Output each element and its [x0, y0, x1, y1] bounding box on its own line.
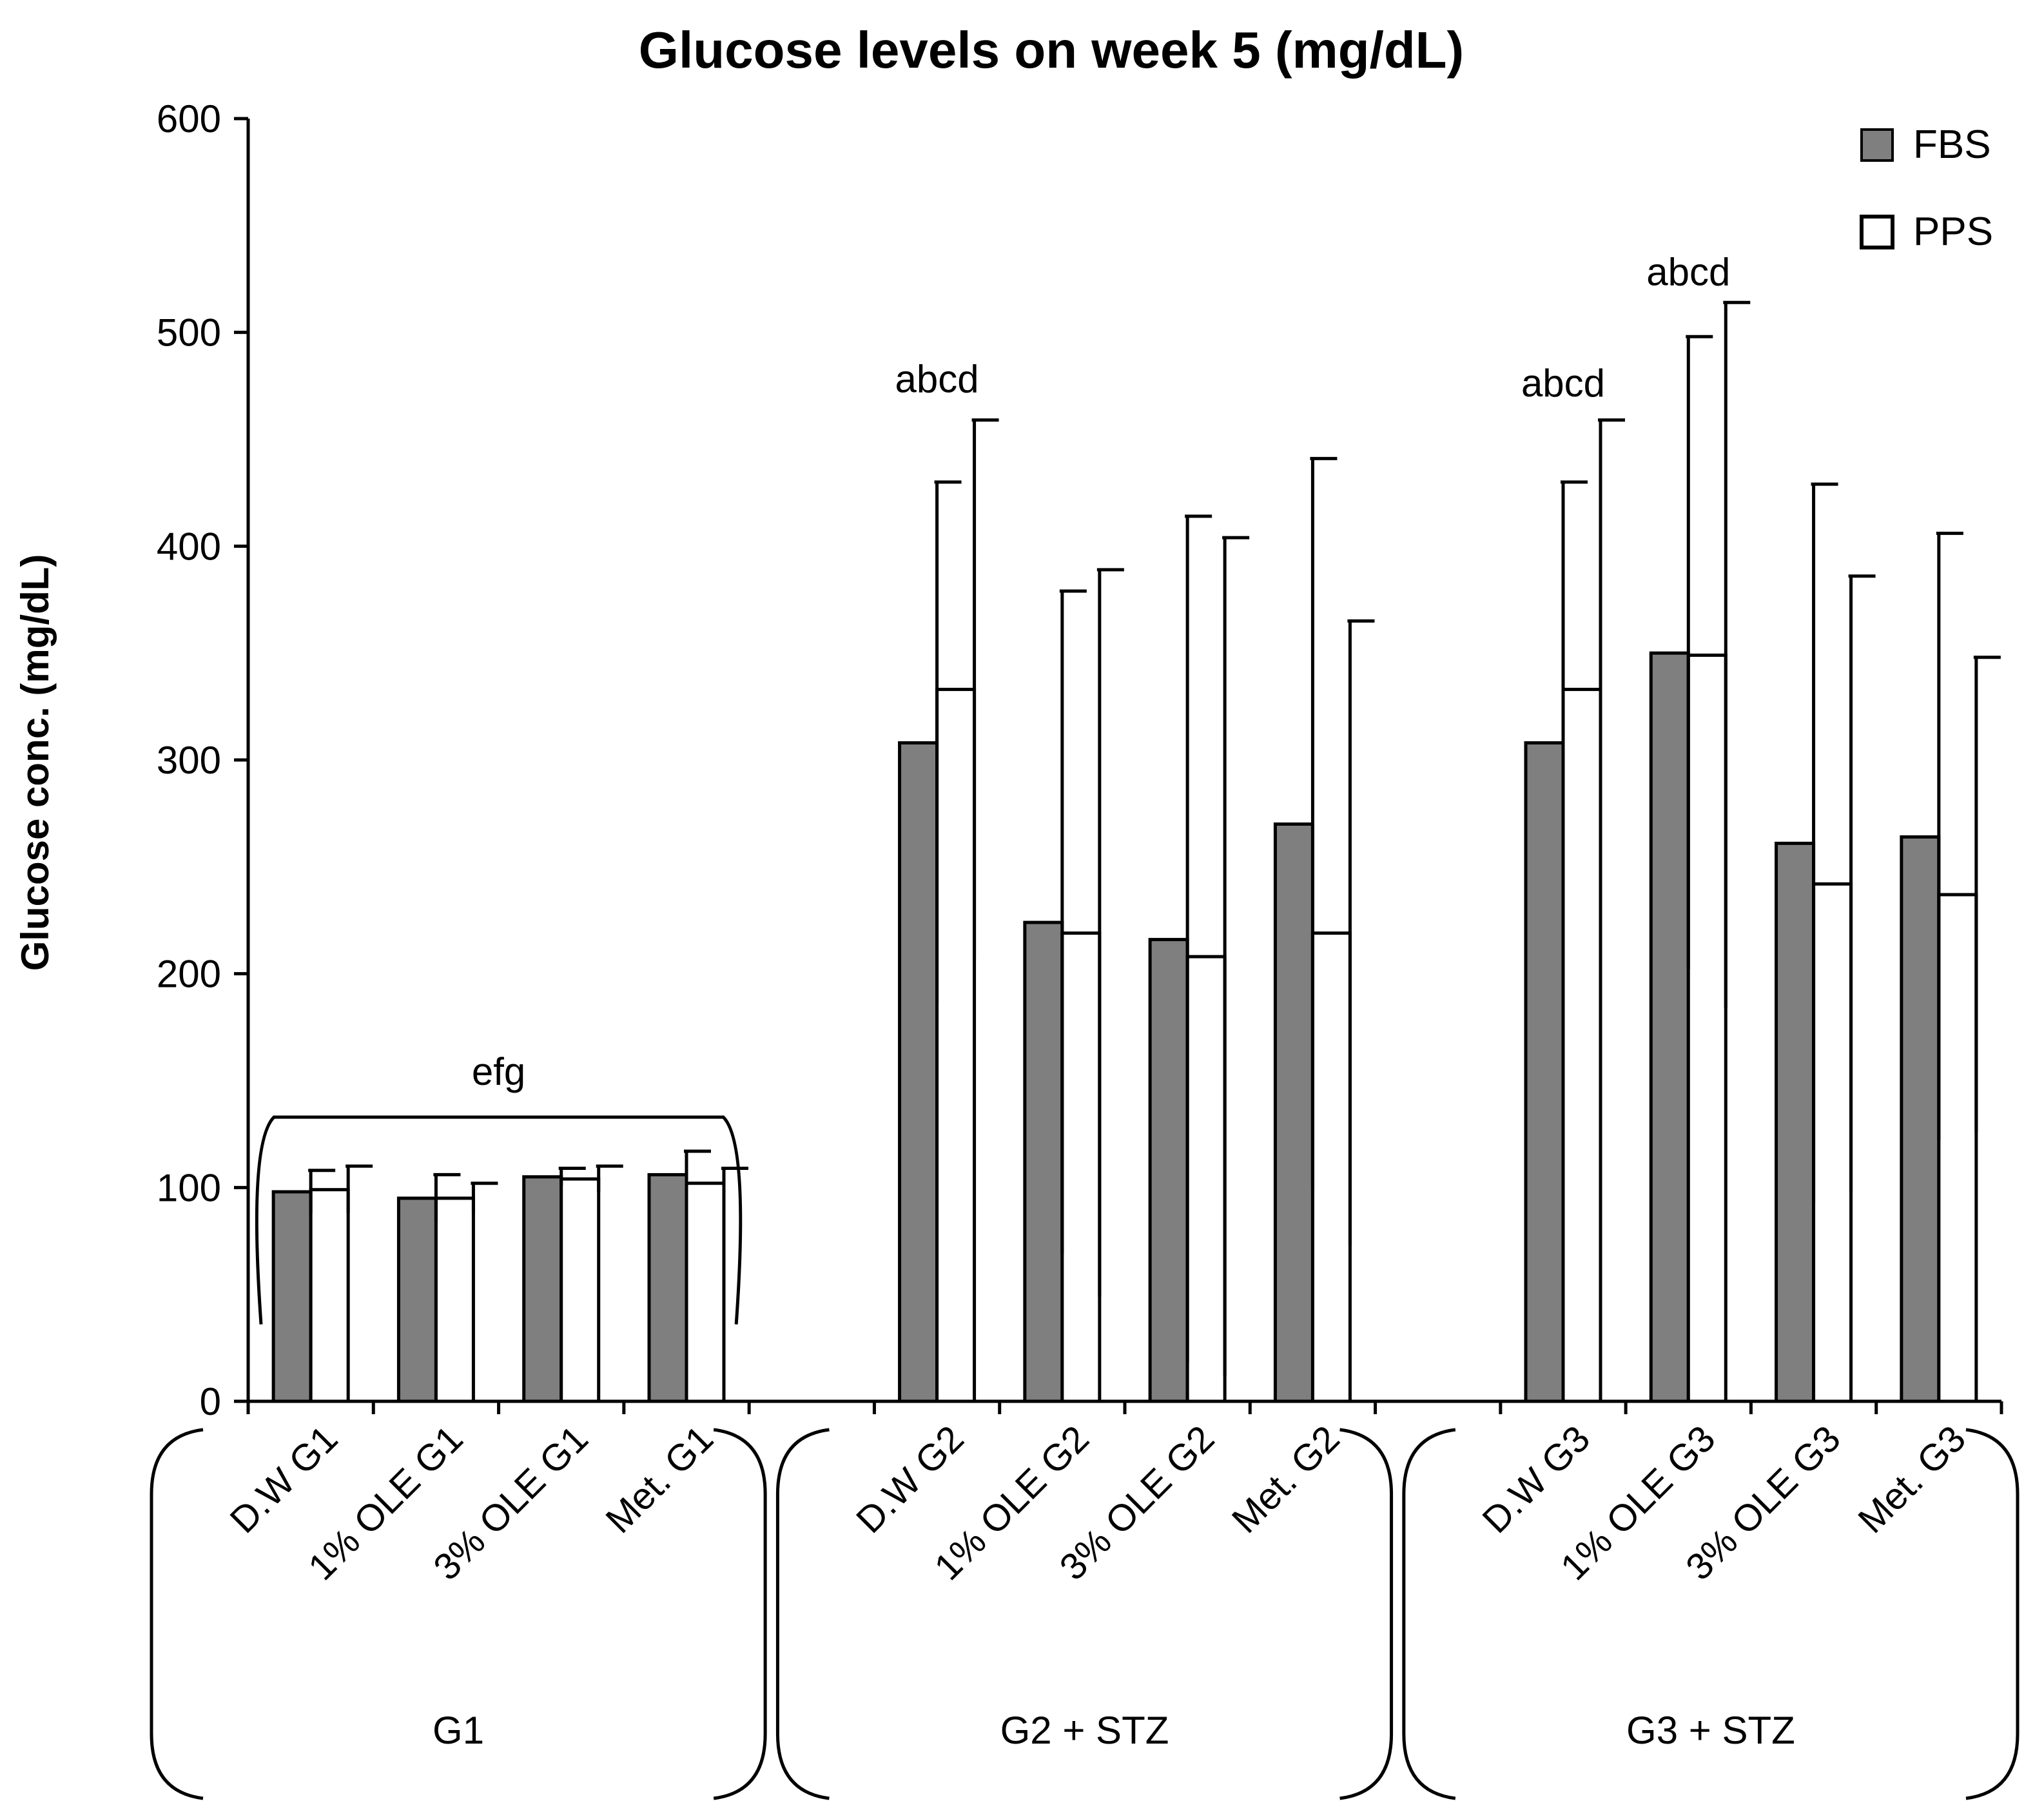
group-bracket-right — [713, 1428, 767, 1800]
bar-fbs — [898, 741, 939, 1403]
legend-label-fbs: FBS — [1913, 122, 1991, 167]
y-tick-label: 500 — [157, 311, 221, 355]
group-bracket-left — [1402, 1428, 1456, 1800]
bar-pps — [1686, 653, 1728, 1403]
y-tick-label: 400 — [157, 525, 221, 568]
bar-fbs — [1524, 741, 1565, 1403]
group-labels: G1 G2 + STZ G3 + STZ — [150, 1428, 2020, 1800]
y-tick-label: 600 — [157, 97, 221, 141]
bar-pps — [1310, 931, 1352, 1403]
y-tick-label: 300 — [157, 739, 221, 782]
bar-fbs — [1273, 822, 1314, 1403]
group-label: G1 — [433, 1709, 484, 1752]
bar-pps — [1185, 955, 1227, 1403]
group-label: G2 + STZ — [1000, 1709, 1169, 1752]
bar-pps — [1060, 931, 1102, 1403]
bar-pps — [434, 1196, 475, 1403]
annotation-label: efg — [472, 1050, 525, 1093]
bar-pps — [309, 1188, 350, 1403]
bar-fbs — [522, 1175, 563, 1403]
category-label: Met. G1 — [598, 1417, 721, 1541]
bar-fbs — [647, 1172, 688, 1403]
category-label: Met. G2 — [1224, 1417, 1348, 1541]
group-bracket-left — [775, 1428, 830, 1800]
group-bracket-left — [150, 1428, 204, 1800]
error-bars — [308, 300, 2001, 1376]
category-label: Met. G3 — [1850, 1417, 1974, 1541]
bar-fbs — [1649, 651, 1690, 1403]
bar-fbs — [271, 1190, 313, 1403]
bars — [271, 651, 1978, 1403]
bar-pps — [935, 688, 977, 1403]
chart-title: Glucose levels on week 5 (mg/dL) — [639, 21, 1464, 79]
category-label: D.W G3 — [1474, 1417, 1598, 1541]
y-tick-label: 0 — [200, 1380, 221, 1423]
bar-fbs — [1023, 920, 1064, 1403]
group-bracket-right — [1965, 1428, 2020, 1800]
annotation-label: abcd — [1521, 362, 1605, 405]
category-label: D.W G2 — [848, 1417, 972, 1541]
bar-pps — [685, 1182, 726, 1403]
bar-fbs — [396, 1196, 438, 1403]
y-axis-label: Glucose conc. (mg/dL) — [14, 554, 57, 971]
group-bracket-right — [1339, 1428, 1394, 1800]
group-label: G3 + STZ — [1626, 1709, 1795, 1752]
annotation-label: abcd — [1646, 251, 1730, 294]
legend: FBS PPS — [1860, 122, 1993, 254]
annotations: efg abcd abcd abcd — [255, 251, 1730, 1325]
bar-pps — [1937, 893, 1978, 1403]
y-tick-label: 100 — [157, 1166, 221, 1209]
annotation-bracket — [255, 1115, 743, 1325]
bar-pps — [560, 1177, 601, 1403]
category-label: D.W G1 — [222, 1417, 346, 1541]
annotation-label: abcd — [895, 358, 979, 401]
bar-fbs — [1775, 841, 1816, 1403]
y-tick-label: 200 — [157, 953, 221, 996]
legend-swatch-pps — [1860, 215, 1894, 249]
bar-fbs — [1148, 938, 1189, 1403]
category-labels: D.W G11% OLE G13% OLE G1 Met. G1 D.W G21% … — [222, 1417, 1974, 1588]
legend-label-pps: PPS — [1913, 209, 1993, 254]
bar-fbs — [1900, 835, 1941, 1403]
bar-pps — [1561, 688, 1602, 1403]
bar-pps — [1812, 882, 1853, 1403]
legend-swatch-fbs — [1860, 128, 1894, 162]
